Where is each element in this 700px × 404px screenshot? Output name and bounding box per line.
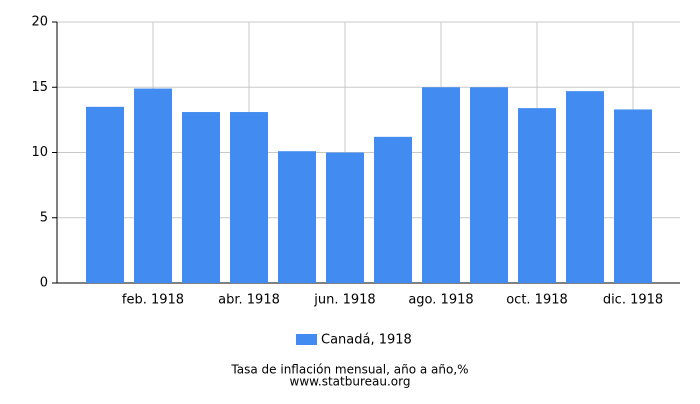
y-tick-label: 5	[40, 210, 48, 225]
bar	[518, 108, 556, 283]
x-tick-label: feb. 1918	[122, 293, 184, 308]
x-tick-label: jun. 1918	[313, 293, 375, 308]
bar	[278, 151, 316, 283]
x-tick-label: dic. 1918	[603, 293, 663, 308]
bar	[134, 88, 172, 284]
legend-label: Canadá, 1918	[321, 333, 412, 348]
x-tick-label: oct. 1918	[506, 293, 568, 308]
bar	[326, 152, 364, 283]
y-tick-label: 0	[40, 276, 48, 291]
bar	[566, 91, 604, 283]
bar	[86, 106, 124, 283]
bar	[422, 87, 460, 283]
footer-source: www.statbureau.org	[290, 375, 411, 389]
legend-swatch	[296, 334, 317, 345]
bar	[374, 136, 412, 283]
bar	[182, 112, 220, 283]
bar	[470, 87, 508, 283]
y-tick-label: 20	[31, 15, 48, 30]
x-tick-label: abr. 1918	[218, 293, 280, 308]
footer-title: Tasa de inflación mensual, año a año,%	[230, 363, 468, 377]
bar	[614, 109, 652, 283]
y-tick-label: 10	[31, 145, 48, 160]
y-tick-label: 15	[31, 80, 48, 95]
x-tick-label: ago. 1918	[408, 293, 473, 308]
bar	[230, 112, 268, 283]
